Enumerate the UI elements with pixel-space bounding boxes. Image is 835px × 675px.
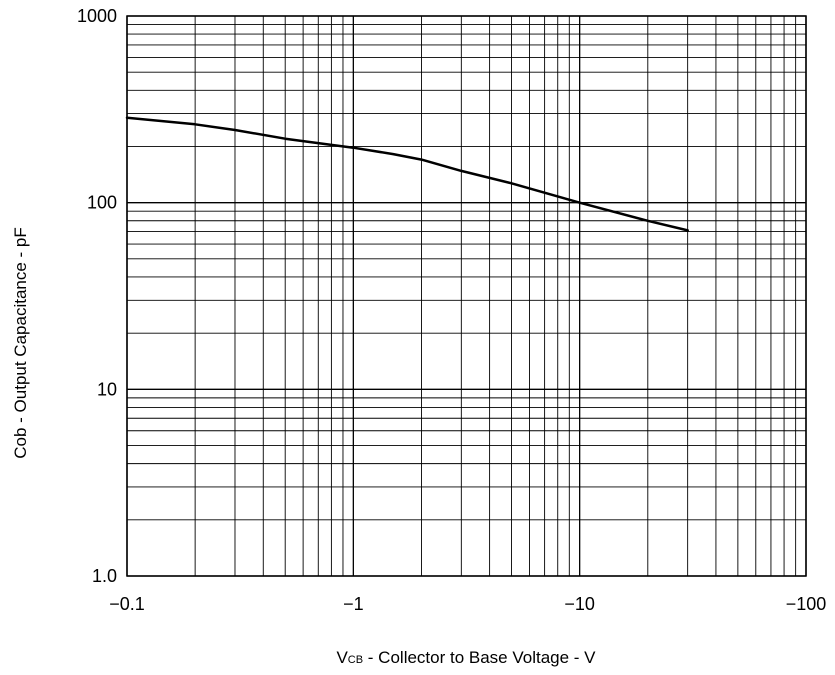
x-tick-label: −10 xyxy=(564,594,595,614)
y-tick-label: 1.0 xyxy=(92,566,117,586)
x-axis-label: VCB - Collector to Base Voltage - V xyxy=(336,648,596,667)
y-axis-label: Cob - Output Capacitance - pF xyxy=(11,227,30,459)
x-axis-label-prefix: V xyxy=(336,648,348,667)
plot-frame xyxy=(126,15,807,577)
x-tick-label: −100 xyxy=(786,594,827,614)
y-tick-label: 10 xyxy=(97,379,117,399)
series-line-cob xyxy=(125,116,689,232)
x-axis-label-subscript: CB xyxy=(348,654,363,666)
x-tick-labels: −0.1 −1 −10 −100 xyxy=(109,594,826,614)
minor-gridlines xyxy=(127,16,806,576)
y-tick-labels: 1.0 10 100 1000 xyxy=(77,6,117,586)
x-axis-label-rest: - Collector to Base Voltage - V xyxy=(363,648,596,667)
y-tick-label: 100 xyxy=(87,193,117,213)
y-tick-label: 1000 xyxy=(77,6,117,26)
x-tick-label: −1 xyxy=(343,594,364,614)
x-tick-label: −0.1 xyxy=(109,594,145,614)
